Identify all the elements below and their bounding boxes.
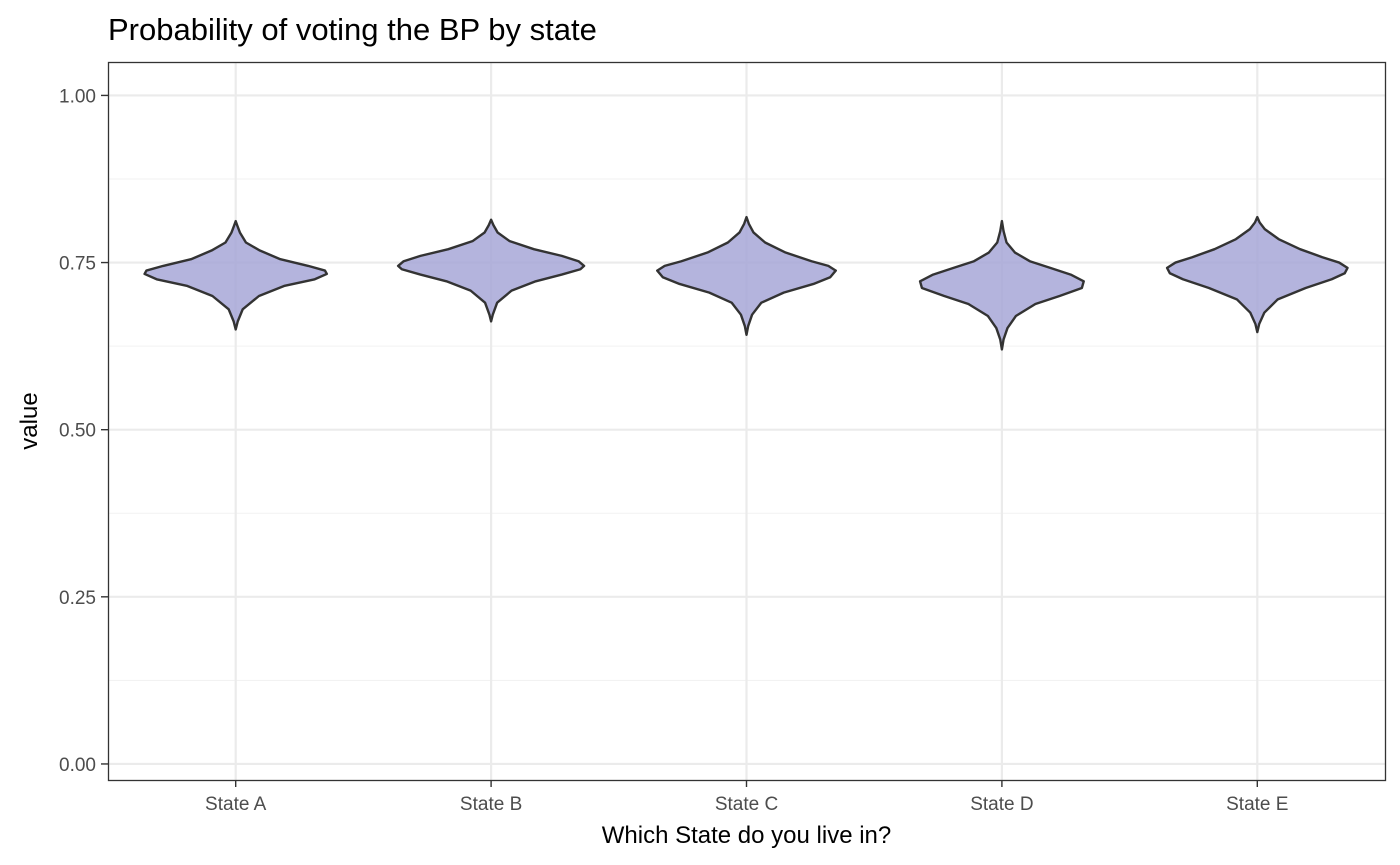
- violin-state-c: [656, 215, 837, 336]
- violin-state-a: [143, 219, 329, 331]
- x-tick-label: State C: [715, 794, 778, 815]
- x-tick-label: State B: [460, 794, 522, 815]
- violin-state-d: [918, 219, 1085, 351]
- y-tick-label: 1.00: [59, 86, 96, 107]
- x-tick-label: State E: [1226, 794, 1288, 815]
- major-grid: [108, 62, 1385, 780]
- violin-state-b: [396, 218, 586, 323]
- chart-title: Probability of voting the BP by state: [108, 12, 597, 47]
- x-axis: State A State B State C State D State E: [205, 780, 1288, 815]
- x-axis-title: Which State do you live in?: [602, 822, 892, 849]
- y-tick-label: 0.75: [59, 254, 96, 275]
- y-tick-label: 0.00: [59, 755, 96, 776]
- y-axis-title: value: [16, 392, 43, 449]
- violin-state-e: [1165, 215, 1349, 334]
- x-tick-label: State A: [205, 794, 267, 815]
- y-axis: 0.00 0.25 0.50 0.75 1.00: [59, 86, 108, 776]
- x-tick-label: State D: [970, 794, 1033, 815]
- y-tick-label: 0.50: [59, 421, 96, 442]
- violins: [143, 215, 1349, 351]
- y-tick-label: 0.25: [59, 588, 96, 609]
